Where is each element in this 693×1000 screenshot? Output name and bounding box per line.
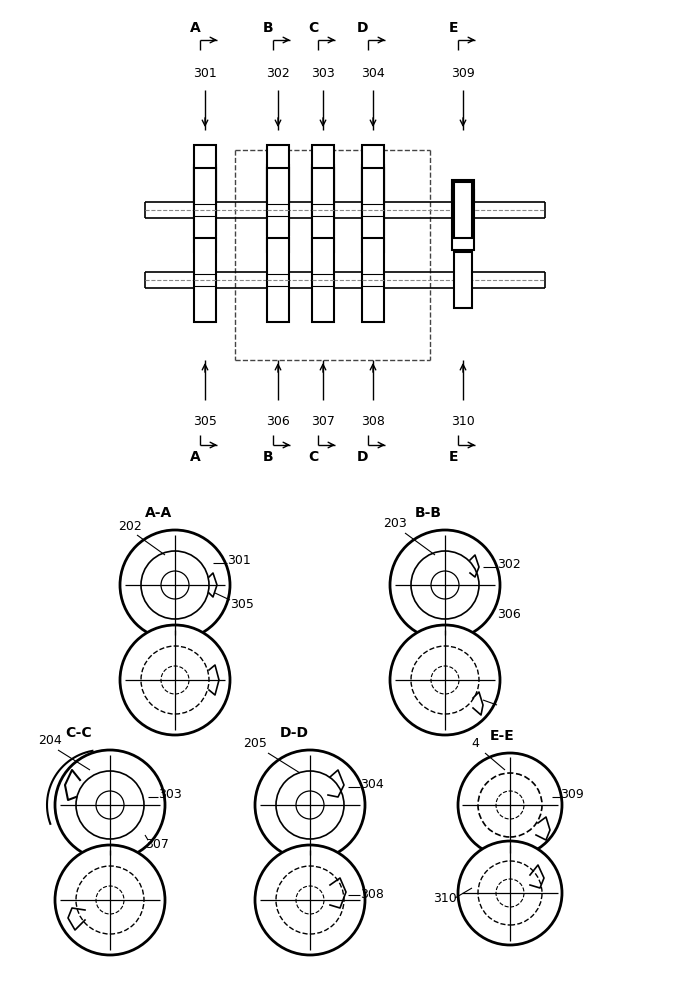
Bar [194, 238, 216, 322]
Bar [362, 145, 384, 235]
Text: 302: 302 [266, 67, 290, 80]
Circle shape [496, 879, 524, 907]
Circle shape [120, 625, 230, 735]
Bar [362, 165, 384, 202]
Bar [194, 165, 216, 202]
Text: 303: 303 [311, 67, 335, 80]
Text: A: A [190, 450, 200, 464]
Bar [267, 168, 289, 252]
Circle shape [390, 530, 500, 640]
Circle shape [55, 845, 165, 955]
Bar [267, 238, 289, 322]
Circle shape [496, 791, 524, 819]
Text: 204: 204 [38, 734, 62, 747]
Text: 203: 203 [383, 517, 407, 530]
Text: 304: 304 [360, 778, 384, 792]
Bar [454, 182, 472, 238]
Text: 306: 306 [266, 415, 290, 428]
Circle shape [276, 771, 344, 839]
Circle shape [431, 571, 459, 599]
Text: 308: 308 [360, 888, 384, 902]
Bar [267, 145, 289, 235]
Bar [362, 238, 384, 322]
Circle shape [96, 791, 124, 819]
Circle shape [120, 530, 230, 640]
Text: 307: 307 [311, 415, 335, 428]
Circle shape [141, 551, 209, 619]
Text: E: E [448, 450, 458, 464]
Text: 302: 302 [497, 558, 520, 572]
Text: B-B: B-B [415, 506, 442, 520]
Bar [312, 168, 334, 252]
Text: A: A [190, 21, 200, 35]
Text: 4: 4 [471, 737, 479, 750]
Text: D: D [358, 450, 369, 464]
Text: C-C: C-C [65, 726, 91, 740]
Circle shape [458, 841, 562, 945]
Text: 202: 202 [118, 520, 142, 533]
Bar [362, 168, 384, 252]
Bar [312, 165, 334, 202]
Text: 308: 308 [361, 415, 385, 428]
Circle shape [411, 646, 479, 714]
Text: 305: 305 [230, 598, 254, 611]
Text: 310: 310 [433, 892, 457, 904]
Text: 303: 303 [158, 788, 182, 802]
Bar [312, 238, 334, 322]
Text: D-D: D-D [280, 726, 309, 740]
Text: C: C [308, 21, 318, 35]
Text: B: B [263, 21, 273, 35]
Text: 305: 305 [193, 415, 217, 428]
Circle shape [478, 861, 542, 925]
Text: E: E [448, 21, 458, 35]
Circle shape [96, 886, 124, 914]
Text: A-A: A-A [145, 506, 173, 520]
Bar [267, 165, 289, 202]
Text: B: B [263, 450, 273, 464]
Bar [312, 145, 334, 235]
Text: 301: 301 [227, 554, 251, 566]
Circle shape [458, 753, 562, 857]
Text: 310: 310 [451, 415, 475, 428]
Circle shape [161, 571, 189, 599]
Circle shape [141, 646, 209, 714]
Circle shape [161, 666, 189, 694]
Bar [194, 145, 216, 235]
Circle shape [76, 866, 144, 934]
Text: 301: 301 [193, 67, 217, 80]
Circle shape [255, 845, 365, 955]
Text: 306: 306 [497, 608, 520, 621]
Circle shape [390, 625, 500, 735]
Circle shape [431, 666, 459, 694]
Bar [194, 168, 216, 252]
Bar [452, 190, 474, 250]
Bar [452, 180, 474, 202]
Circle shape [296, 791, 324, 819]
Text: 309: 309 [560, 788, 584, 802]
Circle shape [478, 773, 542, 837]
Circle shape [276, 866, 344, 934]
Text: D: D [358, 21, 369, 35]
Text: 304: 304 [361, 67, 385, 80]
Text: E-E: E-E [490, 729, 515, 743]
Text: C: C [308, 450, 318, 464]
Text: 307: 307 [145, 838, 169, 852]
Text: 309: 309 [451, 67, 475, 80]
Circle shape [55, 750, 165, 860]
Circle shape [411, 551, 479, 619]
Text: 205: 205 [243, 737, 267, 750]
Bar [454, 252, 472, 308]
Circle shape [296, 886, 324, 914]
Circle shape [255, 750, 365, 860]
Circle shape [76, 771, 144, 839]
